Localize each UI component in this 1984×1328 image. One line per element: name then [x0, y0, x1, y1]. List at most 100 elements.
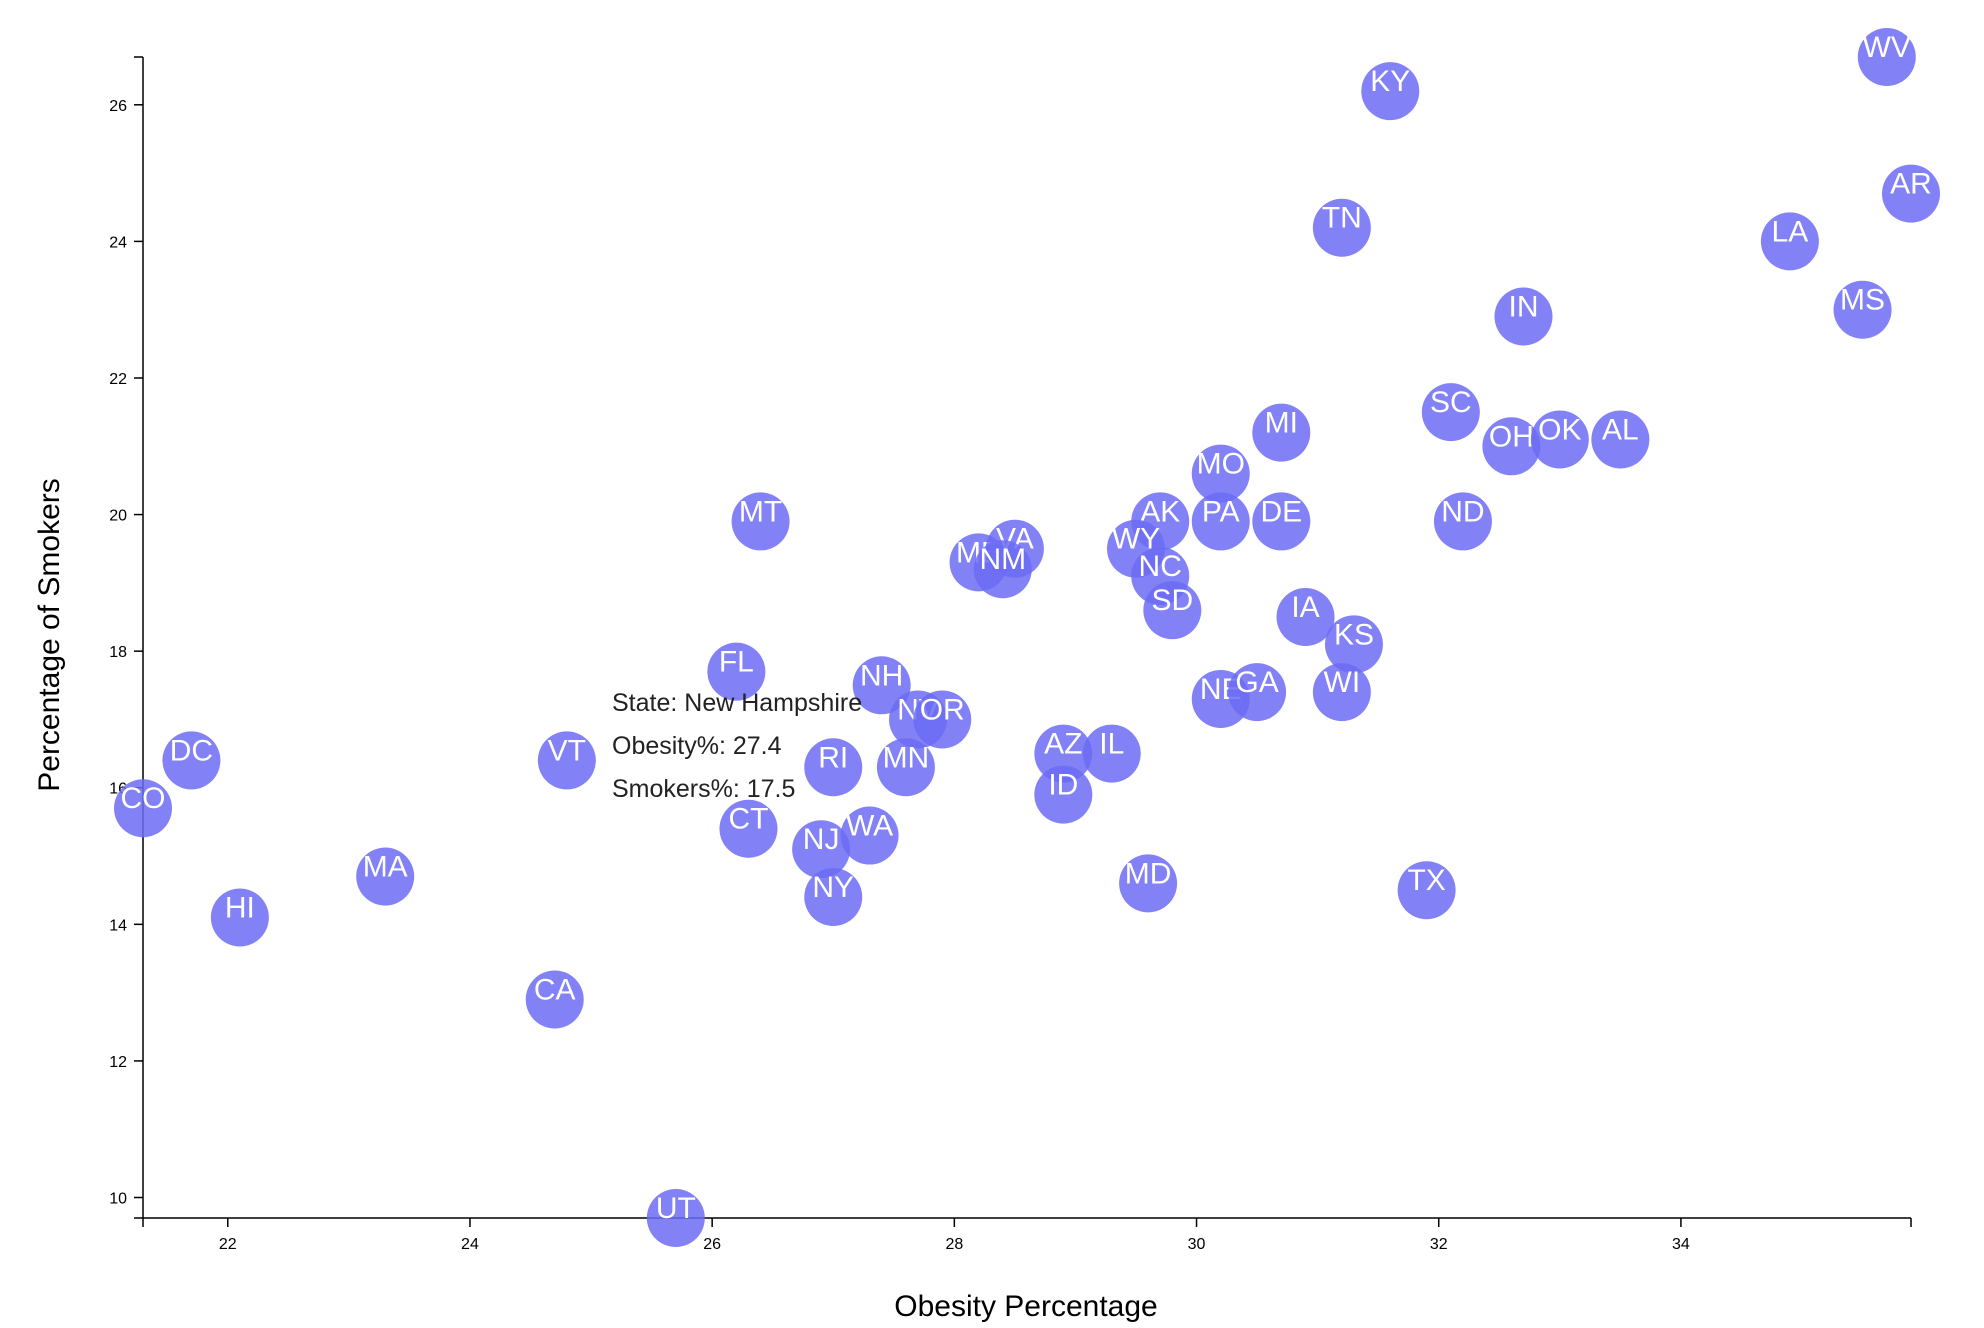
state-point-wa[interactable]: WA	[840, 806, 899, 865]
tooltip-smokers: Smokers%: 17.5	[612, 775, 795, 803]
state-label: AR	[1890, 168, 1932, 201]
state-point-ut[interactable]: UT	[646, 1189, 705, 1247]
state-marker[interactable]	[1034, 765, 1093, 824]
state-point-ms[interactable]: MS	[1833, 280, 1892, 339]
x-tick-label: 26	[703, 1236, 721, 1253]
state-point-fl[interactable]: FL	[707, 642, 766, 701]
state-point-ri[interactable]: RI	[804, 738, 863, 797]
state-point-tx[interactable]: TX	[1397, 861, 1456, 920]
state-point-ga[interactable]: GA	[1228, 663, 1287, 722]
state-marker[interactable]	[1530, 410, 1589, 469]
state-marker[interactable]	[1433, 492, 1492, 551]
state-point-vt[interactable]: VT	[537, 731, 596, 790]
state-point-hi[interactable]: HI	[210, 888, 269, 947]
state-point-az[interactable]: AZ	[1034, 724, 1093, 783]
state-marker[interactable]	[1119, 854, 1178, 913]
state-marker[interactable]	[1482, 417, 1541, 476]
state-point-mi[interactable]: MI	[1252, 403, 1311, 462]
state-label: MN	[883, 741, 930, 774]
state-point-ca[interactable]: CA	[525, 970, 584, 1029]
state-marker[interactable]	[646, 1189, 705, 1247]
state-marker[interactable]	[1591, 410, 1650, 469]
x-tick-label: 28	[945, 1236, 963, 1253]
state-point-ny[interactable]: NY	[804, 868, 863, 927]
state-point-ok[interactable]: OK	[1530, 410, 1589, 469]
state-marker[interactable]	[1857, 28, 1916, 86]
state-marker[interactable]	[525, 970, 584, 1029]
y-tick-label: 24	[109, 234, 127, 251]
state-marker[interactable]	[1143, 581, 1202, 640]
state-marker[interactable]	[1324, 615, 1383, 674]
state-marker[interactable]	[707, 642, 766, 701]
state-marker[interactable]	[1361, 62, 1420, 121]
state-point-wi[interactable]: WI	[1312, 663, 1371, 722]
state-marker[interactable]	[1276, 588, 1335, 647]
state-point-oh[interactable]: OH	[1482, 417, 1541, 476]
state-point-mo[interactable]: MO	[1191, 444, 1250, 503]
state-marker[interactable]	[913, 690, 972, 749]
state-point-tn[interactable]: TN	[1312, 198, 1371, 257]
state-marker[interactable]	[1228, 663, 1287, 722]
state-point-or[interactable]: OR	[913, 690, 972, 749]
state-marker[interactable]	[804, 868, 863, 927]
state-marker[interactable]	[162, 731, 221, 790]
state-point-nm[interactable]: NM	[973, 540, 1032, 599]
state-point-wv[interactable]: WV	[1857, 28, 1916, 86]
state-marker[interactable]	[1252, 403, 1311, 462]
state-point-ct[interactable]: CT	[719, 799, 778, 858]
state-marker[interactable]	[537, 731, 596, 790]
state-marker[interactable]	[356, 847, 415, 906]
state-marker[interactable]	[210, 888, 269, 947]
state-marker[interactable]	[840, 806, 899, 865]
state-marker[interactable]	[973, 540, 1032, 599]
state-marker[interactable]	[804, 738, 863, 797]
state-point-nd[interactable]: ND	[1433, 492, 1492, 551]
state-marker[interactable]	[1312, 198, 1371, 257]
state-marker[interactable]	[1397, 861, 1456, 920]
state-point-il[interactable]: IL	[1082, 724, 1141, 783]
state-point-la[interactable]: LA	[1760, 212, 1819, 271]
state-point-ky[interactable]: KY	[1361, 62, 1420, 121]
state-point-md[interactable]: MD	[1119, 854, 1178, 913]
state-point-nh[interactable]: NH	[852, 656, 911, 715]
state-point-dc[interactable]: DC	[162, 731, 221, 790]
state-point-mt[interactable]: MT	[731, 492, 790, 551]
state-point-id[interactable]: ID	[1034, 765, 1093, 824]
state-marker[interactable]	[1833, 280, 1892, 339]
state-point-ma[interactable]: MA	[356, 847, 415, 906]
state-marker[interactable]	[792, 820, 851, 879]
state-point-de[interactable]: DE	[1252, 492, 1311, 551]
state-point-co[interactable]: CO	[114, 779, 172, 838]
x-axis-title: Obesity Percentage	[894, 1290, 1157, 1323]
state-marker[interactable]	[1421, 383, 1480, 442]
state-marker[interactable]	[731, 492, 790, 551]
state-marker[interactable]	[1252, 492, 1311, 551]
state-point-nj[interactable]: NJ	[792, 820, 851, 879]
state-point-al[interactable]: AL	[1591, 410, 1650, 469]
state-label: KY	[1370, 65, 1410, 98]
state-point-sc[interactable]: SC	[1421, 383, 1480, 442]
state-label: PA	[1202, 495, 1240, 528]
state-marker[interactable]	[1882, 164, 1940, 223]
state-marker[interactable]	[1191, 444, 1250, 503]
state-point-mn[interactable]: MN	[876, 738, 935, 797]
state-marker[interactable]	[1312, 663, 1371, 722]
state-point-pa[interactable]: PA	[1191, 492, 1250, 551]
state-point-sd[interactable]: SD	[1143, 581, 1202, 640]
state-marker[interactable]	[1494, 287, 1553, 346]
state-label: SD	[1151, 584, 1193, 617]
state-marker[interactable]	[114, 779, 172, 838]
state-point-in[interactable]: IN	[1494, 287, 1553, 346]
state-marker[interactable]	[852, 656, 911, 715]
state-marker[interactable]	[719, 799, 778, 858]
state-marker[interactable]	[1082, 724, 1141, 783]
state-point-ks[interactable]: KS	[1324, 615, 1383, 674]
state-point-ar[interactable]: AR	[1882, 164, 1940, 223]
state-label: DC	[170, 734, 213, 767]
state-marker[interactable]	[1760, 212, 1819, 271]
state-marker[interactable]	[1034, 724, 1093, 783]
state-marker[interactable]	[876, 738, 935, 797]
state-point-ia[interactable]: IA	[1276, 588, 1335, 647]
state-marker[interactable]	[1191, 492, 1250, 551]
